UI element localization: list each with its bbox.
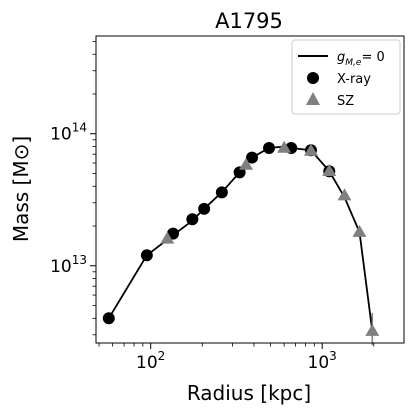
x-axis-label: Radius [kpc] xyxy=(187,381,311,405)
legend-sz-marker xyxy=(306,92,320,105)
plot-area xyxy=(102,140,380,346)
legend: gM,e= 0 X-ray SZ xyxy=(291,39,401,115)
model-curve xyxy=(108,145,374,332)
legend-box xyxy=(291,39,401,115)
sz-point xyxy=(337,188,352,201)
legend-label-model: gM,e= 0 xyxy=(337,50,385,68)
xray-point xyxy=(246,151,259,164)
plot-frame xyxy=(95,35,405,344)
chart-title: A1795 xyxy=(215,9,283,33)
legend-xray-marker xyxy=(307,72,319,84)
xray-point xyxy=(140,249,153,262)
sz-point xyxy=(352,224,367,237)
legend-label-model-value: = 0 xyxy=(361,50,384,65)
sz-point xyxy=(160,231,175,244)
y-axis-label: Mass [M⊙] xyxy=(9,136,33,242)
xray-point xyxy=(186,213,199,226)
xray-point xyxy=(102,312,115,325)
x-tick-label: 102 xyxy=(136,349,165,373)
legend-label-xray: X-ray xyxy=(337,72,371,87)
sz-point xyxy=(303,143,318,156)
xray-point xyxy=(263,141,276,154)
axis-ticks: 102 103 1013 1014 xyxy=(50,41,375,373)
sz-point xyxy=(239,157,254,170)
xray-point xyxy=(215,186,228,199)
xray-point xyxy=(198,202,211,215)
sz-point xyxy=(277,140,292,153)
y-tick-label: 1013 xyxy=(50,253,87,277)
x-tick-label: 103 xyxy=(308,349,337,373)
sz-point xyxy=(322,164,337,177)
y-tick-label: 1014 xyxy=(50,121,87,145)
legend-label-sz: SZ xyxy=(337,94,354,109)
sz-point xyxy=(365,323,380,336)
